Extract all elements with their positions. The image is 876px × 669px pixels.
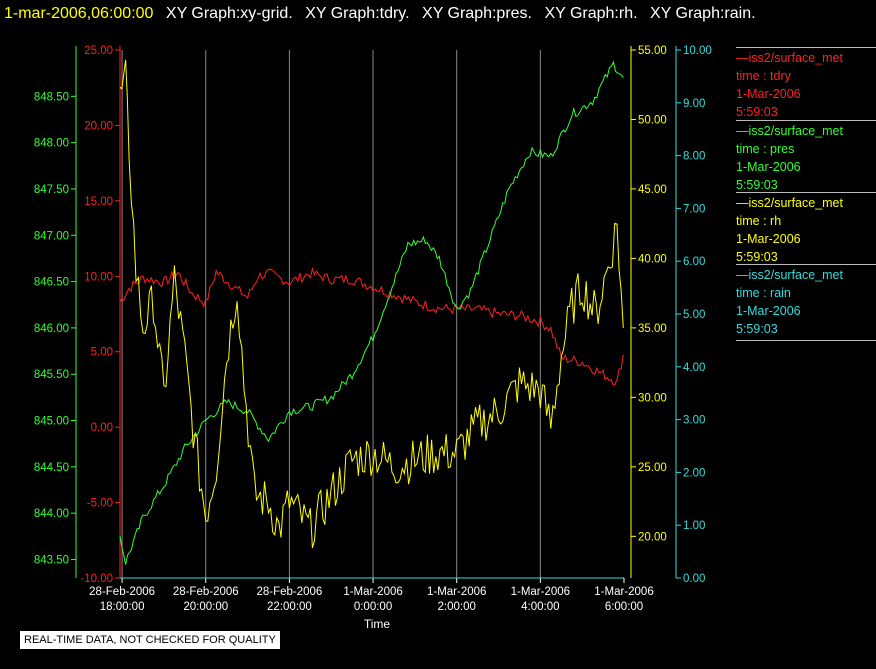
tdry-series-line <box>119 266 624 386</box>
title-xy-grid: XY Graph:xy-grid. <box>165 5 293 22</box>
pres-tick-label: 848.50 <box>34 91 69 103</box>
legend-var: time : pres <box>736 142 795 156</box>
title-bar: 1-mar-2006,06:00:00 XY Graph:xy-grid. XY… <box>4 3 756 25</box>
legend-rain: —iss2/surface_met time : rain 1-Mar-2006… <box>736 264 876 342</box>
pres-tick-label: 844.00 <box>34 508 69 520</box>
x-tick-time: 20:00:00 <box>183 601 228 613</box>
rh-tick-label: 30.00 <box>638 392 667 404</box>
legend-var: time : tdry <box>736 69 791 83</box>
legend-separator <box>736 340 876 341</box>
tdry-tick-label: 0.00 <box>91 422 113 434</box>
rh-tick-label: 50.00 <box>638 114 667 126</box>
pres-tick-label: 843.50 <box>34 554 69 566</box>
rh-series-line <box>119 59 624 549</box>
legend-line: —iss2/surface_met <box>736 196 843 210</box>
legend-tdry: —iss2/surface_met time : tdry 1-Mar-2006… <box>736 47 876 121</box>
legend-var: time : rh <box>736 214 782 228</box>
legend-time: 5:59:03 <box>736 322 778 336</box>
x-tick-time: 2:00:00 <box>438 601 476 613</box>
rh-tick-label: 20.00 <box>638 531 667 543</box>
rh-tick-label: 25.00 <box>638 462 667 474</box>
pres-tick-label: 845.50 <box>34 369 69 381</box>
pres-series-line <box>119 60 624 565</box>
tdry-tick-label: 15.00 <box>84 196 113 208</box>
x-tick-time: 0:00:00 <box>354 601 392 613</box>
legend-time: 5:59:03 <box>736 250 778 264</box>
rain-tick-label: 3.00 <box>683 415 705 427</box>
x-tick-date: 28-Feb-2006 <box>173 586 239 598</box>
title-tdry: XY Graph:tdry. <box>305 5 410 22</box>
x-tick-date: 1-Mar-2006 <box>594 586 653 598</box>
rain-tick-label: 2.00 <box>683 467 705 479</box>
pres-tick-label: 847.50 <box>34 184 69 196</box>
legend-separator <box>736 264 876 265</box>
legend-date: 1-Mar-2006 <box>736 160 801 174</box>
legend-date: 1-Mar-2006 <box>736 87 801 101</box>
title-pres: XY Graph:pres. <box>422 5 532 22</box>
tdry-tick-label: -5.00 <box>87 498 113 510</box>
rain-tick-label: 6.00 <box>683 256 705 268</box>
legend-date: 1-Mar-2006 <box>736 304 801 318</box>
title-time: 1-mar-2006,06:00:00 <box>4 5 154 22</box>
legend-pres: —iss2/surface_met time : pres 1-Mar-2006… <box>736 120 876 194</box>
pres-tick-label: 846.50 <box>34 277 69 289</box>
tdry-tick-label: 20.00 <box>84 120 113 132</box>
pres-tick-label: 844.50 <box>34 462 69 474</box>
legend-rh: —iss2/surface_met time : rh 1-Mar-2006 5… <box>736 192 876 266</box>
tdry-tick-label: 5.00 <box>91 347 113 359</box>
pres-tick-label: 846.00 <box>34 323 69 335</box>
x-tick-time: 22:00:00 <box>267 601 312 613</box>
x-tick-date: 28-Feb-2006 <box>89 586 155 598</box>
legend-separator <box>736 120 876 121</box>
title-rain: XY Graph:rain. <box>650 5 756 22</box>
legend-separator <box>736 192 876 193</box>
tdry-tick-label: 10.00 <box>84 271 113 283</box>
rain-tick-label: 4.00 <box>683 362 705 374</box>
rh-tick-label: 35.00 <box>638 323 667 335</box>
pres-tick-label: 847.00 <box>34 230 69 242</box>
x-tick-date: 1-Mar-2006 <box>511 586 570 598</box>
x-tick-date: 1-Mar-2006 <box>343 586 402 598</box>
rain-tick-label: 5.00 <box>683 309 705 321</box>
x-tick-time: 6:00:00 <box>605 601 643 613</box>
rain-tick-label: 9.00 <box>683 98 705 110</box>
x-axis-label: Time <box>364 617 391 631</box>
title-rh: XY Graph:rh. <box>544 5 638 22</box>
legend-line: —iss2/surface_met <box>736 268 843 282</box>
x-tick-date: 1-Mar-2006 <box>427 586 486 598</box>
rain-tick-label: 0.00 <box>683 573 705 585</box>
rain-tick-label: 10.00 <box>683 45 712 57</box>
legend-time: 5:59:03 <box>736 178 778 192</box>
legend-time: 5:59:03 <box>736 105 778 119</box>
legend-var: time : rain <box>736 286 791 300</box>
legend-line: —iss2/surface_met <box>736 124 843 138</box>
tdry-tick-label: 25.00 <box>84 45 113 57</box>
x-tick-time: 18:00:00 <box>100 601 145 613</box>
legend-separator <box>736 47 876 48</box>
rh-tick-label: 45.00 <box>638 184 667 196</box>
tdry-tick-label: -10.00 <box>80 573 113 585</box>
rain-tick-label: 8.00 <box>683 151 705 163</box>
legend-line: —iss2/surface_met <box>736 51 843 65</box>
rh-tick-label: 55.00 <box>638 45 667 57</box>
x-tick-time: 4:00:00 <box>521 601 559 613</box>
x-tick-date: 28-Feb-2006 <box>256 586 322 598</box>
rain-tick-label: 1.00 <box>683 520 705 532</box>
quality-notice: REAL-TIME DATA, NOT CHECKED FOR QUALITY <box>20 631 280 649</box>
pres-tick-label: 845.00 <box>34 416 69 428</box>
legend-date: 1-Mar-2006 <box>736 232 801 246</box>
pres-tick-label: 848.00 <box>34 138 69 150</box>
rain-tick-label: 7.00 <box>683 203 705 215</box>
rh-tick-label: 40.00 <box>638 253 667 265</box>
